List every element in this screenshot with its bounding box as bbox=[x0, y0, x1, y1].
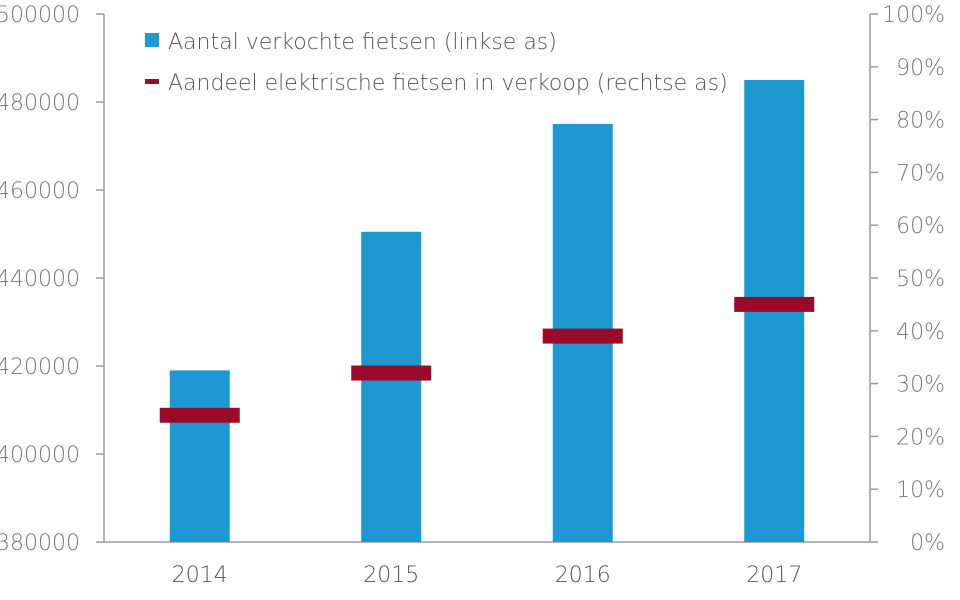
right-tick-label: 40% bbox=[896, 320, 945, 345]
left-tick-label: 400000 bbox=[0, 443, 80, 468]
share-marker-2014 bbox=[159, 407, 240, 423]
right-tick-label: 50% bbox=[896, 267, 945, 292]
bar-2014 bbox=[169, 370, 230, 542]
legend-label-bars: Aantal verkochte fietsen (linkse as) bbox=[168, 30, 557, 55]
left-tick-label: 480000 bbox=[0, 91, 80, 116]
right-tick-label: 20% bbox=[896, 425, 945, 450]
right-tick-label: 80% bbox=[896, 109, 945, 134]
share-marker-2016 bbox=[542, 328, 623, 344]
x-tick-label: 2014 bbox=[172, 563, 228, 588]
right-tick-label: 70% bbox=[896, 161, 945, 186]
right-tick-label: 100% bbox=[882, 3, 945, 28]
x-tick-label: 2016 bbox=[555, 563, 611, 588]
left-tick-label: 380000 bbox=[0, 531, 80, 556]
legend-swatch-share bbox=[145, 79, 159, 84]
share-marker-2015 bbox=[351, 365, 432, 381]
bar-2015 bbox=[361, 231, 422, 543]
legend-label-share: Aandeel elektrische fietsen in verkoop (… bbox=[168, 71, 728, 96]
left-tick-label: 440000 bbox=[0, 267, 80, 292]
legend-swatch-bars bbox=[145, 33, 159, 47]
left-tick-label: 500000 bbox=[0, 3, 80, 28]
share-marker-2017 bbox=[734, 296, 815, 312]
x-tick-label: 2015 bbox=[363, 563, 419, 588]
right-tick-label: 30% bbox=[896, 373, 945, 398]
left-tick-label: 420000 bbox=[0, 355, 80, 380]
right-tick-label: 0% bbox=[910, 531, 945, 556]
right-tick-label: 60% bbox=[896, 214, 945, 239]
x-tick-label: 2017 bbox=[746, 563, 802, 588]
left-tick-label: 460000 bbox=[0, 179, 80, 204]
right-tick-label: 90% bbox=[896, 56, 945, 81]
right-tick-label: 10% bbox=[896, 478, 945, 503]
